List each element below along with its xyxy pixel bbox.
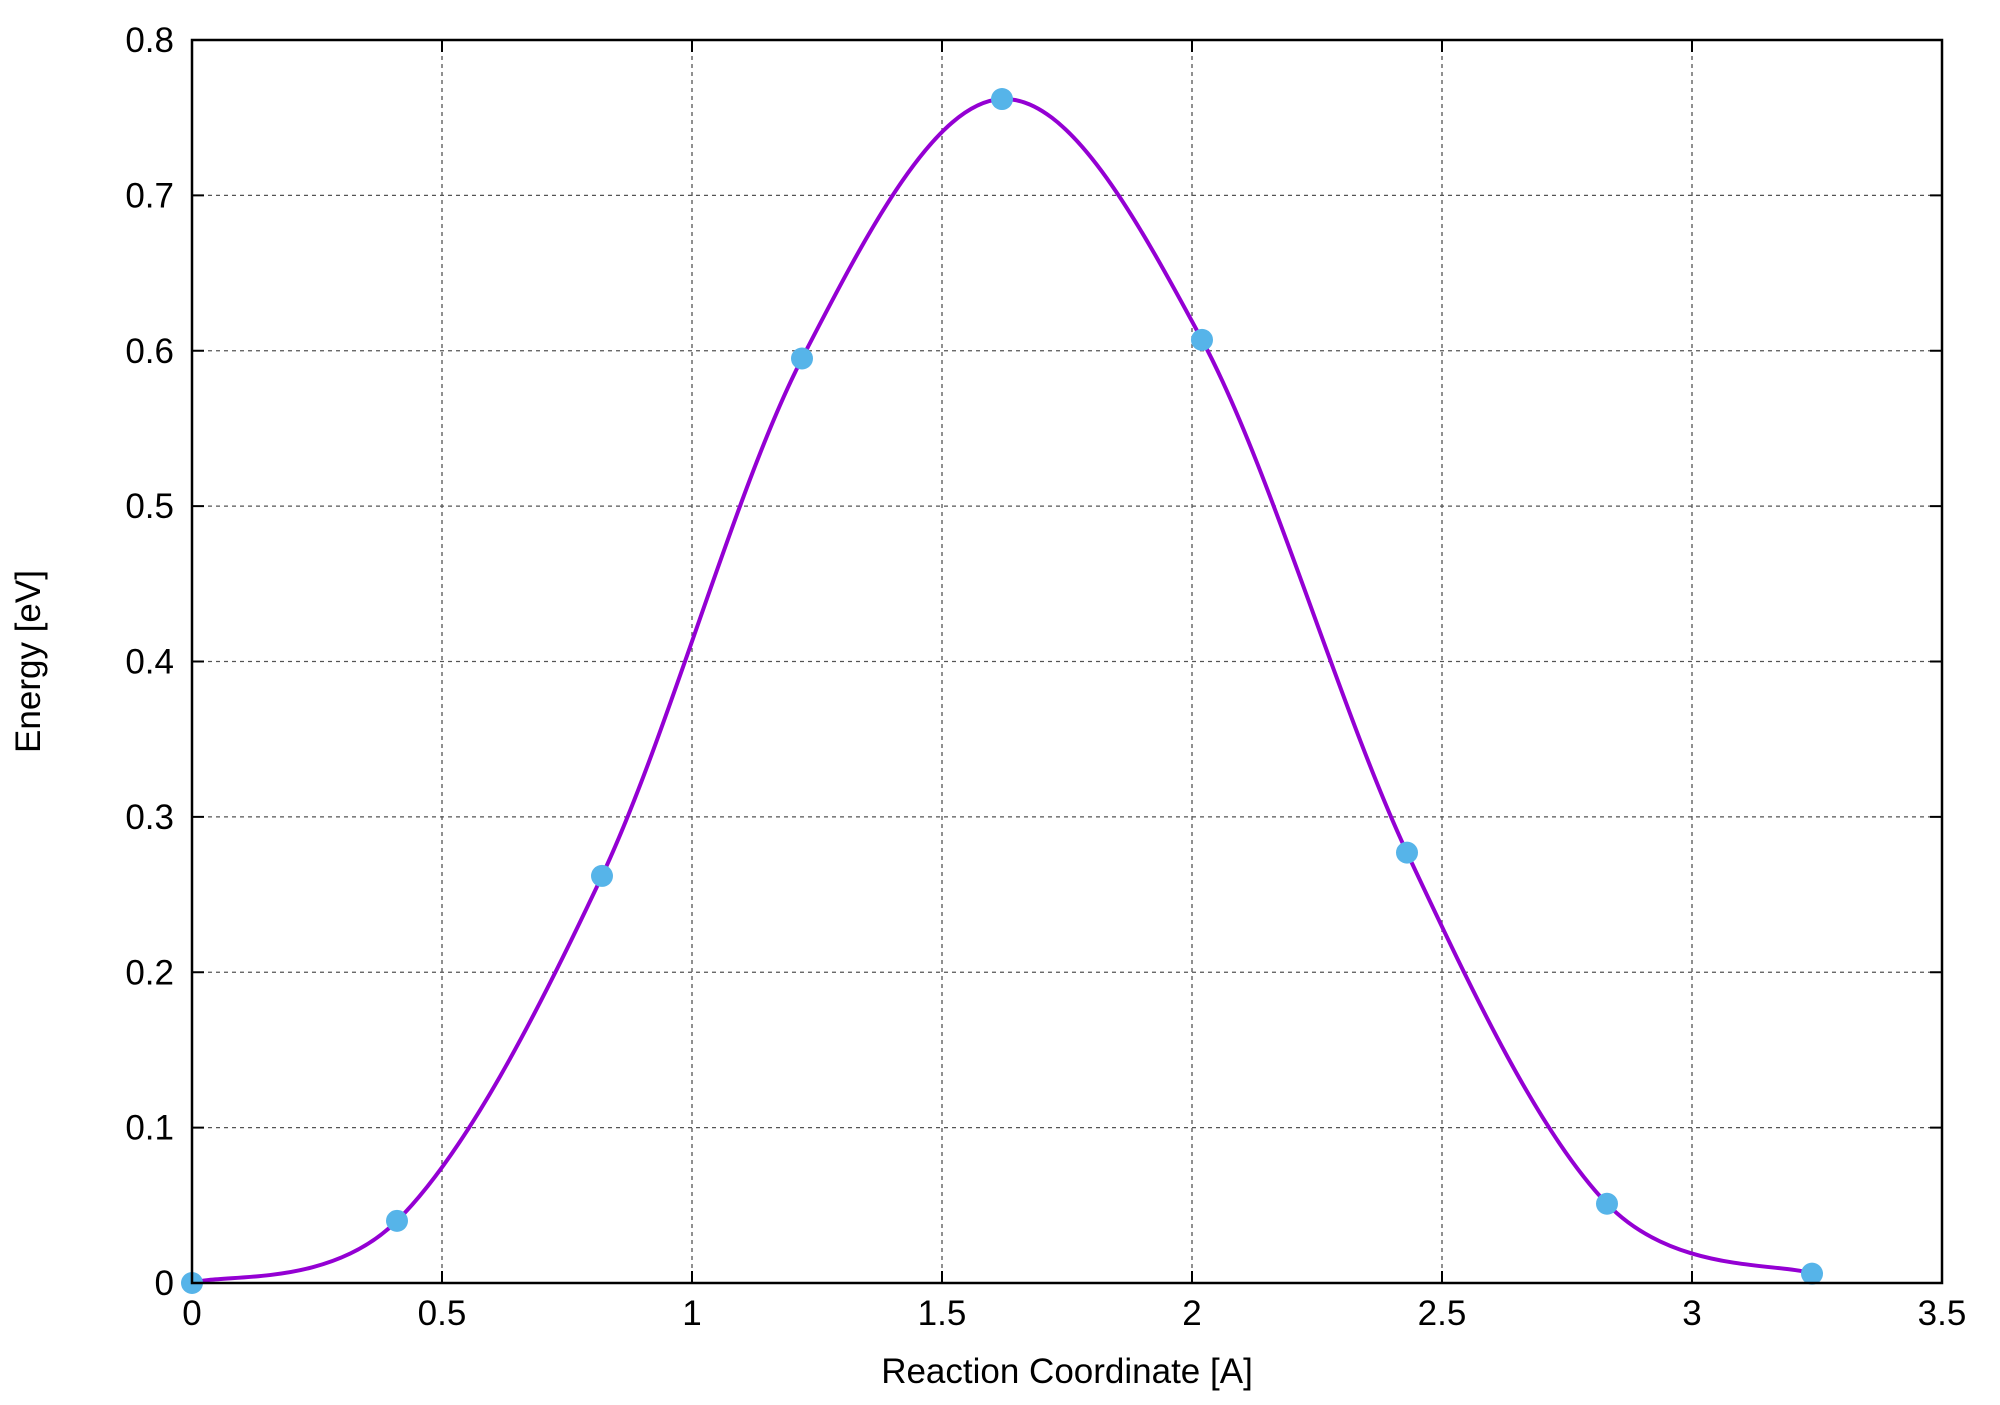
x-axis-title: Reaction Coordinate [A] <box>881 1352 1253 1391</box>
x-tick-labels: 0 0.5 1 1.5 2 2.5 3 3.5 <box>182 1294 1966 1333</box>
x-tick-label: 3 <box>1682 1294 1701 1333</box>
y-tick-label: 0.3 <box>125 798 174 837</box>
data-point <box>1191 328 1213 351</box>
y-tick-label: 0.7 <box>125 176 174 215</box>
y-axis-title: Energy [eV] <box>9 570 48 753</box>
data-point <box>386 1209 408 1232</box>
y-tick-label: 0.5 <box>125 487 174 526</box>
data-point <box>1396 841 1418 864</box>
x-tick-label: 1.5 <box>918 1294 967 1333</box>
grid-lines <box>192 40 1942 1283</box>
x-tick-label: 1 <box>682 1294 701 1333</box>
x-tick-label: 0.5 <box>418 1294 467 1333</box>
x-tick-label: 0 <box>182 1294 201 1333</box>
x-tick-label: 2 <box>1182 1294 1201 1333</box>
data-points <box>181 88 1823 1294</box>
y-tick-label: 0.6 <box>125 332 174 371</box>
series-line-layer <box>190 97 1814 1285</box>
data-point <box>591 864 613 887</box>
y-tick-labels: 0 0.1 0.2 0.3 0.4 0.5 0.6 0.7 0.8 <box>125 21 174 1303</box>
data-point <box>791 347 813 370</box>
y-tick-label: 0 <box>155 1264 174 1303</box>
data-point <box>1596 1192 1618 1215</box>
data-point <box>1801 1262 1823 1285</box>
y-tick-label: 0.4 <box>125 643 174 682</box>
y-tick-label: 0.8 <box>125 21 174 60</box>
energy-series-line <box>190 97 1814 1285</box>
plot-frame <box>190 38 1944 1285</box>
y-tick-label: 0.1 <box>125 1109 174 1148</box>
x-tick-label: 3.5 <box>1918 1294 1967 1333</box>
x-tick-label: 2.5 <box>1418 1294 1467 1333</box>
data-point <box>991 88 1013 111</box>
y-tick-label: 0.2 <box>125 953 174 992</box>
